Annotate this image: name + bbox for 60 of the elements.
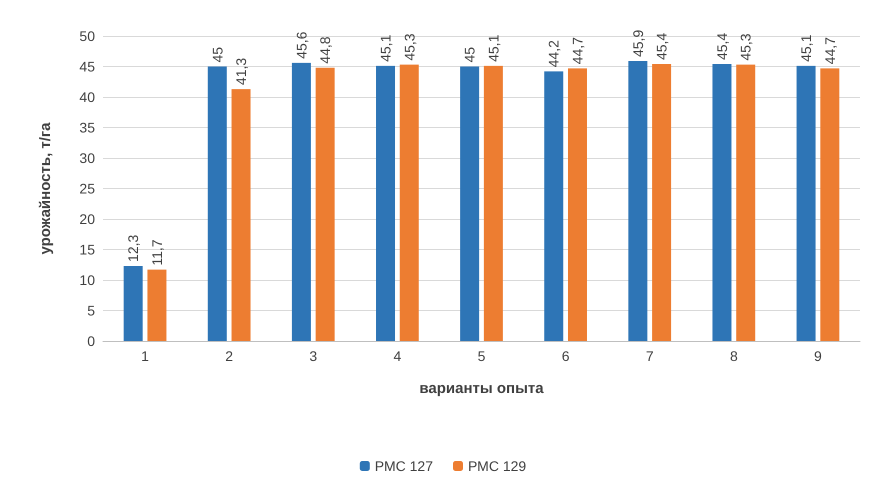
bar	[316, 68, 335, 341]
y-tick-label: 15	[79, 242, 96, 258]
bar	[376, 66, 396, 341]
y-tick-label: 40	[79, 89, 96, 105]
data-label: 45,4	[714, 32, 730, 60]
bar	[232, 89, 251, 341]
data-label: 45,1	[485, 34, 502, 62]
data-label: 45,3	[401, 33, 418, 61]
x-tick-label: 4	[393, 348, 402, 364]
bar	[628, 61, 648, 341]
data-label: 45,6	[293, 31, 310, 59]
bar	[208, 66, 227, 341]
x-tick-label: 9	[814, 348, 822, 364]
x-axis-title: варианты опыта	[419, 380, 544, 397]
x-tick-label: 1	[141, 348, 150, 364]
bar	[147, 270, 166, 341]
data-label: 12,3	[125, 234, 142, 262]
bar	[712, 64, 732, 341]
bar	[736, 64, 756, 341]
y-tick-label: 30	[79, 150, 96, 166]
x-tick-label: 3	[309, 348, 318, 364]
x-tick-label: 5	[478, 348, 486, 364]
y-tick-label: 50	[79, 28, 96, 44]
data-label: 45	[462, 46, 478, 62]
data-label: 11,7	[148, 239, 165, 266]
data-label: 44,7	[822, 36, 838, 64]
x-tick-label: 2	[225, 348, 234, 364]
bar	[652, 64, 672, 341]
legend-label: РМС 129	[468, 458, 526, 474]
bar	[820, 68, 840, 341]
bar	[484, 66, 503, 341]
y-tick-label: 45	[79, 58, 96, 74]
y-tick-label: 25	[79, 180, 96, 196]
bar	[460, 66, 480, 341]
bar	[124, 266, 143, 341]
bar	[544, 71, 564, 341]
x-tick-label: 6	[562, 348, 570, 364]
y-axis-title: урожайность, т/га	[37, 122, 54, 255]
y-tick-label: 20	[79, 211, 96, 227]
legend-label: РМС 127	[374, 458, 434, 474]
y-tick-label: 10	[79, 272, 96, 288]
data-label: 41,3	[233, 58, 250, 86]
data-label: 44,2	[546, 40, 562, 68]
x-tick-label: 8	[730, 348, 738, 364]
y-tick-label: 0	[87, 333, 96, 349]
data-label: 45	[209, 46, 226, 62]
y-tick-label: 5	[87, 302, 96, 318]
data-label: 45,1	[798, 34, 814, 62]
data-label: 45,3	[738, 33, 754, 61]
bar	[796, 66, 816, 341]
x-tick-label: 7	[646, 348, 654, 364]
y-tick-label: 35	[79, 120, 96, 136]
data-label: 45,9	[630, 30, 646, 58]
data-label: 44,7	[569, 36, 586, 64]
data-label: 44,8	[317, 36, 334, 64]
data-label: 45,4	[654, 32, 670, 60]
bar	[568, 68, 587, 341]
bar	[292, 62, 311, 341]
bar	[400, 64, 419, 341]
data-label: 45,1	[378, 34, 394, 62]
